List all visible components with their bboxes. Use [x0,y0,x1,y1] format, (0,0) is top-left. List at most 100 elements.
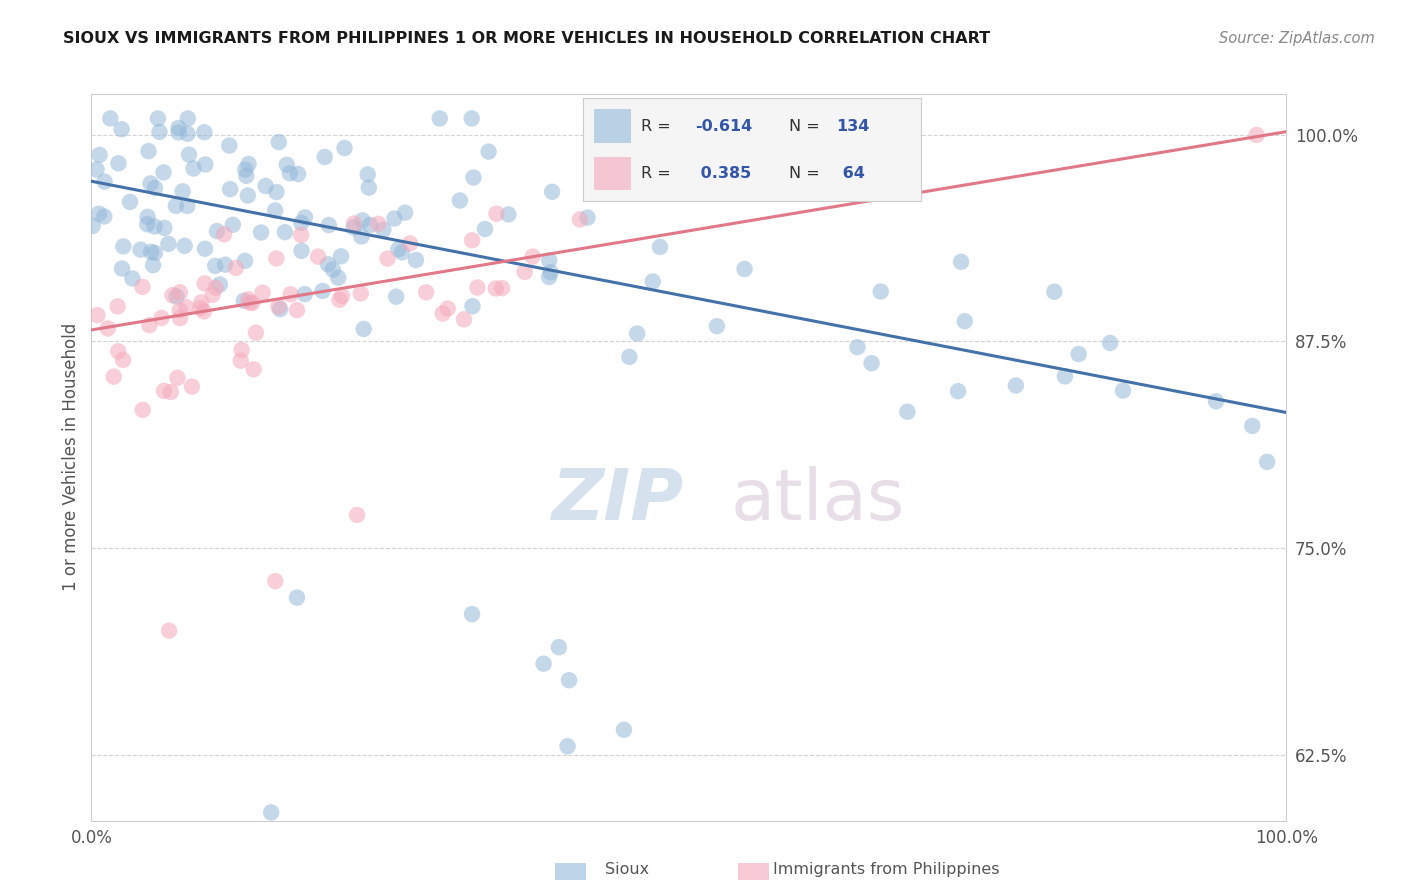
Point [350,229,373,244]
Point [1205,394,1227,409]
Point [540,265,562,279]
Point [148,125,170,139]
Point [1005,378,1028,392]
Point [183,161,205,176]
FancyBboxPatch shape [593,157,631,190]
Point [103,369,125,384]
Point [343,217,366,231]
Point [177,147,200,161]
Point [93,210,115,224]
Point [322,262,344,277]
Point [533,657,555,671]
Point [222,218,245,232]
Point [190,295,212,310]
Point [176,127,198,141]
Point [204,259,226,273]
Point [357,168,380,182]
Point [557,739,579,754]
Point [287,167,309,181]
Point [162,288,184,302]
Point [118,194,141,209]
Point [232,293,254,308]
Point [240,296,263,310]
Text: 0.385: 0.385 [695,166,751,180]
Point [153,220,176,235]
Point [201,288,224,302]
Point [547,640,569,655]
Point [330,249,353,263]
Point [467,280,489,294]
Point [513,265,536,279]
Point [136,217,159,231]
Point [648,240,671,254]
Point [346,508,368,522]
Point [266,252,288,266]
Point [576,211,599,225]
Point [558,673,581,688]
Point [328,293,350,307]
Point [267,300,290,314]
Point [405,253,427,268]
Point [233,253,256,268]
Point [460,112,482,126]
Point [285,303,308,318]
Point [946,384,969,399]
Point [491,281,513,295]
Text: 134: 134 [837,119,870,134]
Point [110,122,132,136]
Point [174,300,197,314]
Point [82,219,104,233]
Point [613,723,636,737]
Y-axis label: 1 or more Vehicles in Household: 1 or more Vehicles in Household [62,323,80,591]
Point [278,166,301,180]
Point [245,326,267,340]
Point [290,227,312,242]
Point [166,371,188,385]
Point [107,299,129,313]
Point [194,242,217,256]
Point [384,211,406,226]
Point [950,255,973,269]
Point [953,314,976,328]
Point [485,207,508,221]
Point [285,591,308,605]
Point [138,144,160,158]
Point [166,289,188,303]
Point [233,162,256,177]
Point [1256,455,1278,469]
Point [194,157,217,171]
Point [311,284,333,298]
Point [485,281,508,295]
Point [152,165,174,179]
Point [264,203,287,218]
Point [522,250,544,264]
Point [121,271,143,285]
Point [252,285,274,300]
FancyBboxPatch shape [593,110,631,144]
Point [429,112,451,126]
Point [129,243,152,257]
Point [290,244,312,258]
Point [1043,285,1066,299]
Point [568,212,591,227]
Point [112,353,135,368]
Point [343,220,366,235]
Point [169,311,191,326]
Point [461,607,484,621]
Point [173,239,195,253]
Point [167,120,190,135]
Text: Source: ZipAtlas.com: Source: ZipAtlas.com [1219,31,1375,46]
Point [238,292,260,306]
Point [385,290,408,304]
Text: R =: R = [641,166,671,180]
Point [214,258,236,272]
Point [150,310,173,325]
Point [131,402,153,417]
Point [274,225,297,239]
Point [107,344,129,359]
Point [236,188,259,202]
Point [97,321,120,335]
Point [218,138,240,153]
Point [318,218,340,232]
Text: Immigrants from Philippines: Immigrants from Philippines [773,863,1000,877]
